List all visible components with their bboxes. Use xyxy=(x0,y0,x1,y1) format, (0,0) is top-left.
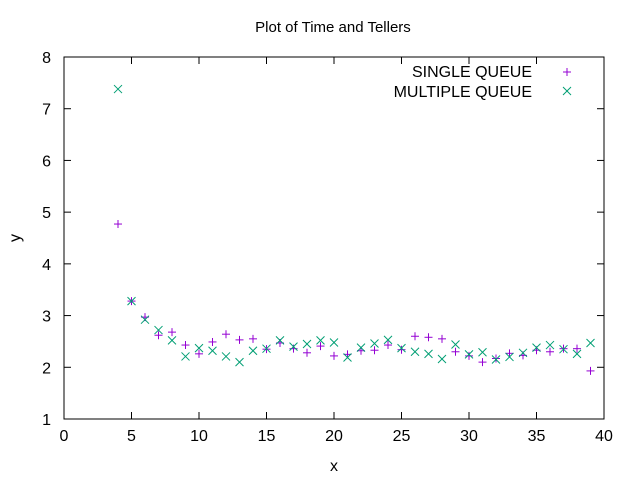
data-point xyxy=(518,348,528,358)
data-point xyxy=(370,346,379,355)
y-tick-label: 1 xyxy=(42,412,51,429)
data-series xyxy=(113,84,595,375)
data-point xyxy=(478,347,487,357)
data-point xyxy=(356,343,366,352)
x-tick-label: 35 xyxy=(528,428,546,445)
data-point xyxy=(464,350,474,359)
data-point xyxy=(424,333,433,342)
data-point xyxy=(302,339,312,349)
data-point xyxy=(545,340,555,350)
data-point xyxy=(329,338,339,347)
x-tick-label: 10 xyxy=(190,428,208,445)
data-point xyxy=(343,353,352,362)
data-point xyxy=(167,336,177,345)
y-tick-label: 3 xyxy=(42,309,51,326)
y-tick-label: 4 xyxy=(42,257,51,274)
data-point xyxy=(208,346,217,356)
data-point xyxy=(586,338,595,348)
legend-marker-single-queue xyxy=(563,68,571,76)
data-point xyxy=(181,352,190,361)
data-point xyxy=(492,354,500,363)
y-tick-label: 2 xyxy=(42,360,51,377)
data-point xyxy=(303,348,311,357)
y-axis-title: y xyxy=(7,234,24,242)
data-point xyxy=(235,335,244,344)
data-point xyxy=(154,325,163,335)
legend-label-multiple-queue: MULTIPLE QUEUE xyxy=(394,84,532,101)
legend-label-single-queue: SINGLE QUEUE xyxy=(412,64,532,81)
x-axis-title: x xyxy=(330,458,338,475)
data-point xyxy=(316,336,325,345)
data-point xyxy=(330,351,338,360)
chart-title: Plot of Time and Tellers xyxy=(255,19,411,36)
data-point xyxy=(451,340,460,349)
data-point xyxy=(572,349,582,359)
x-tick-label: 20 xyxy=(325,428,343,445)
data-point xyxy=(532,343,541,352)
data-point xyxy=(546,347,554,356)
data-point xyxy=(154,331,163,340)
x-axis: 0 5 10 15 20 25 30 35 40 xyxy=(60,57,613,445)
x-tick-label: 40 xyxy=(595,428,613,445)
data-point xyxy=(114,220,122,229)
data-point xyxy=(411,332,419,341)
y-tick-label: 6 xyxy=(42,153,51,170)
data-point xyxy=(384,341,392,350)
data-point xyxy=(222,330,230,339)
data-point xyxy=(586,366,595,375)
data-point xyxy=(478,358,487,367)
data-point xyxy=(194,343,204,353)
x-tick-label: 30 xyxy=(460,428,478,445)
data-point xyxy=(437,354,447,364)
data-point xyxy=(275,336,285,345)
data-point xyxy=(424,349,433,359)
y-axis: 1 2 3 4 5 6 7 8 xyxy=(42,50,604,429)
y-tick-label: 8 xyxy=(42,50,51,67)
data-point xyxy=(195,349,203,358)
data-point xyxy=(127,296,136,306)
data-point xyxy=(249,334,257,343)
x-tick-label: 25 xyxy=(393,428,411,445)
data-point xyxy=(397,343,406,353)
data-point xyxy=(208,337,217,346)
data-point xyxy=(383,335,393,345)
data-point xyxy=(438,334,446,343)
data-point xyxy=(248,346,258,356)
data-point xyxy=(140,315,150,325)
data-point xyxy=(181,341,190,350)
data-point xyxy=(410,347,420,357)
data-point xyxy=(235,357,244,367)
data-point xyxy=(505,352,514,362)
legend-symbol xyxy=(563,68,571,76)
data-point xyxy=(113,84,123,94)
data-point xyxy=(573,344,581,353)
data-point xyxy=(559,344,568,354)
x-tick-label: 0 xyxy=(60,428,69,445)
y-tick-label: 7 xyxy=(42,102,51,119)
legend: SINGLE QUEUE MULTIPLE QUEUE xyxy=(394,64,572,101)
data-point xyxy=(370,339,379,348)
x-tick-label: 15 xyxy=(258,428,276,445)
series-multiple-queue xyxy=(113,84,595,367)
data-point xyxy=(316,342,325,351)
data-point xyxy=(465,351,473,360)
data-point xyxy=(451,347,460,356)
data-point xyxy=(505,349,514,358)
data-point xyxy=(168,328,176,337)
data-point xyxy=(397,345,406,354)
y-tick-label: 5 xyxy=(42,205,51,222)
legend-marker-multiple-queue xyxy=(562,86,572,96)
x-tick-label: 5 xyxy=(127,428,136,445)
data-point xyxy=(289,342,298,351)
data-point xyxy=(491,355,501,364)
data-point xyxy=(221,352,231,361)
legend-symbol xyxy=(562,86,572,96)
data-point xyxy=(262,344,271,354)
